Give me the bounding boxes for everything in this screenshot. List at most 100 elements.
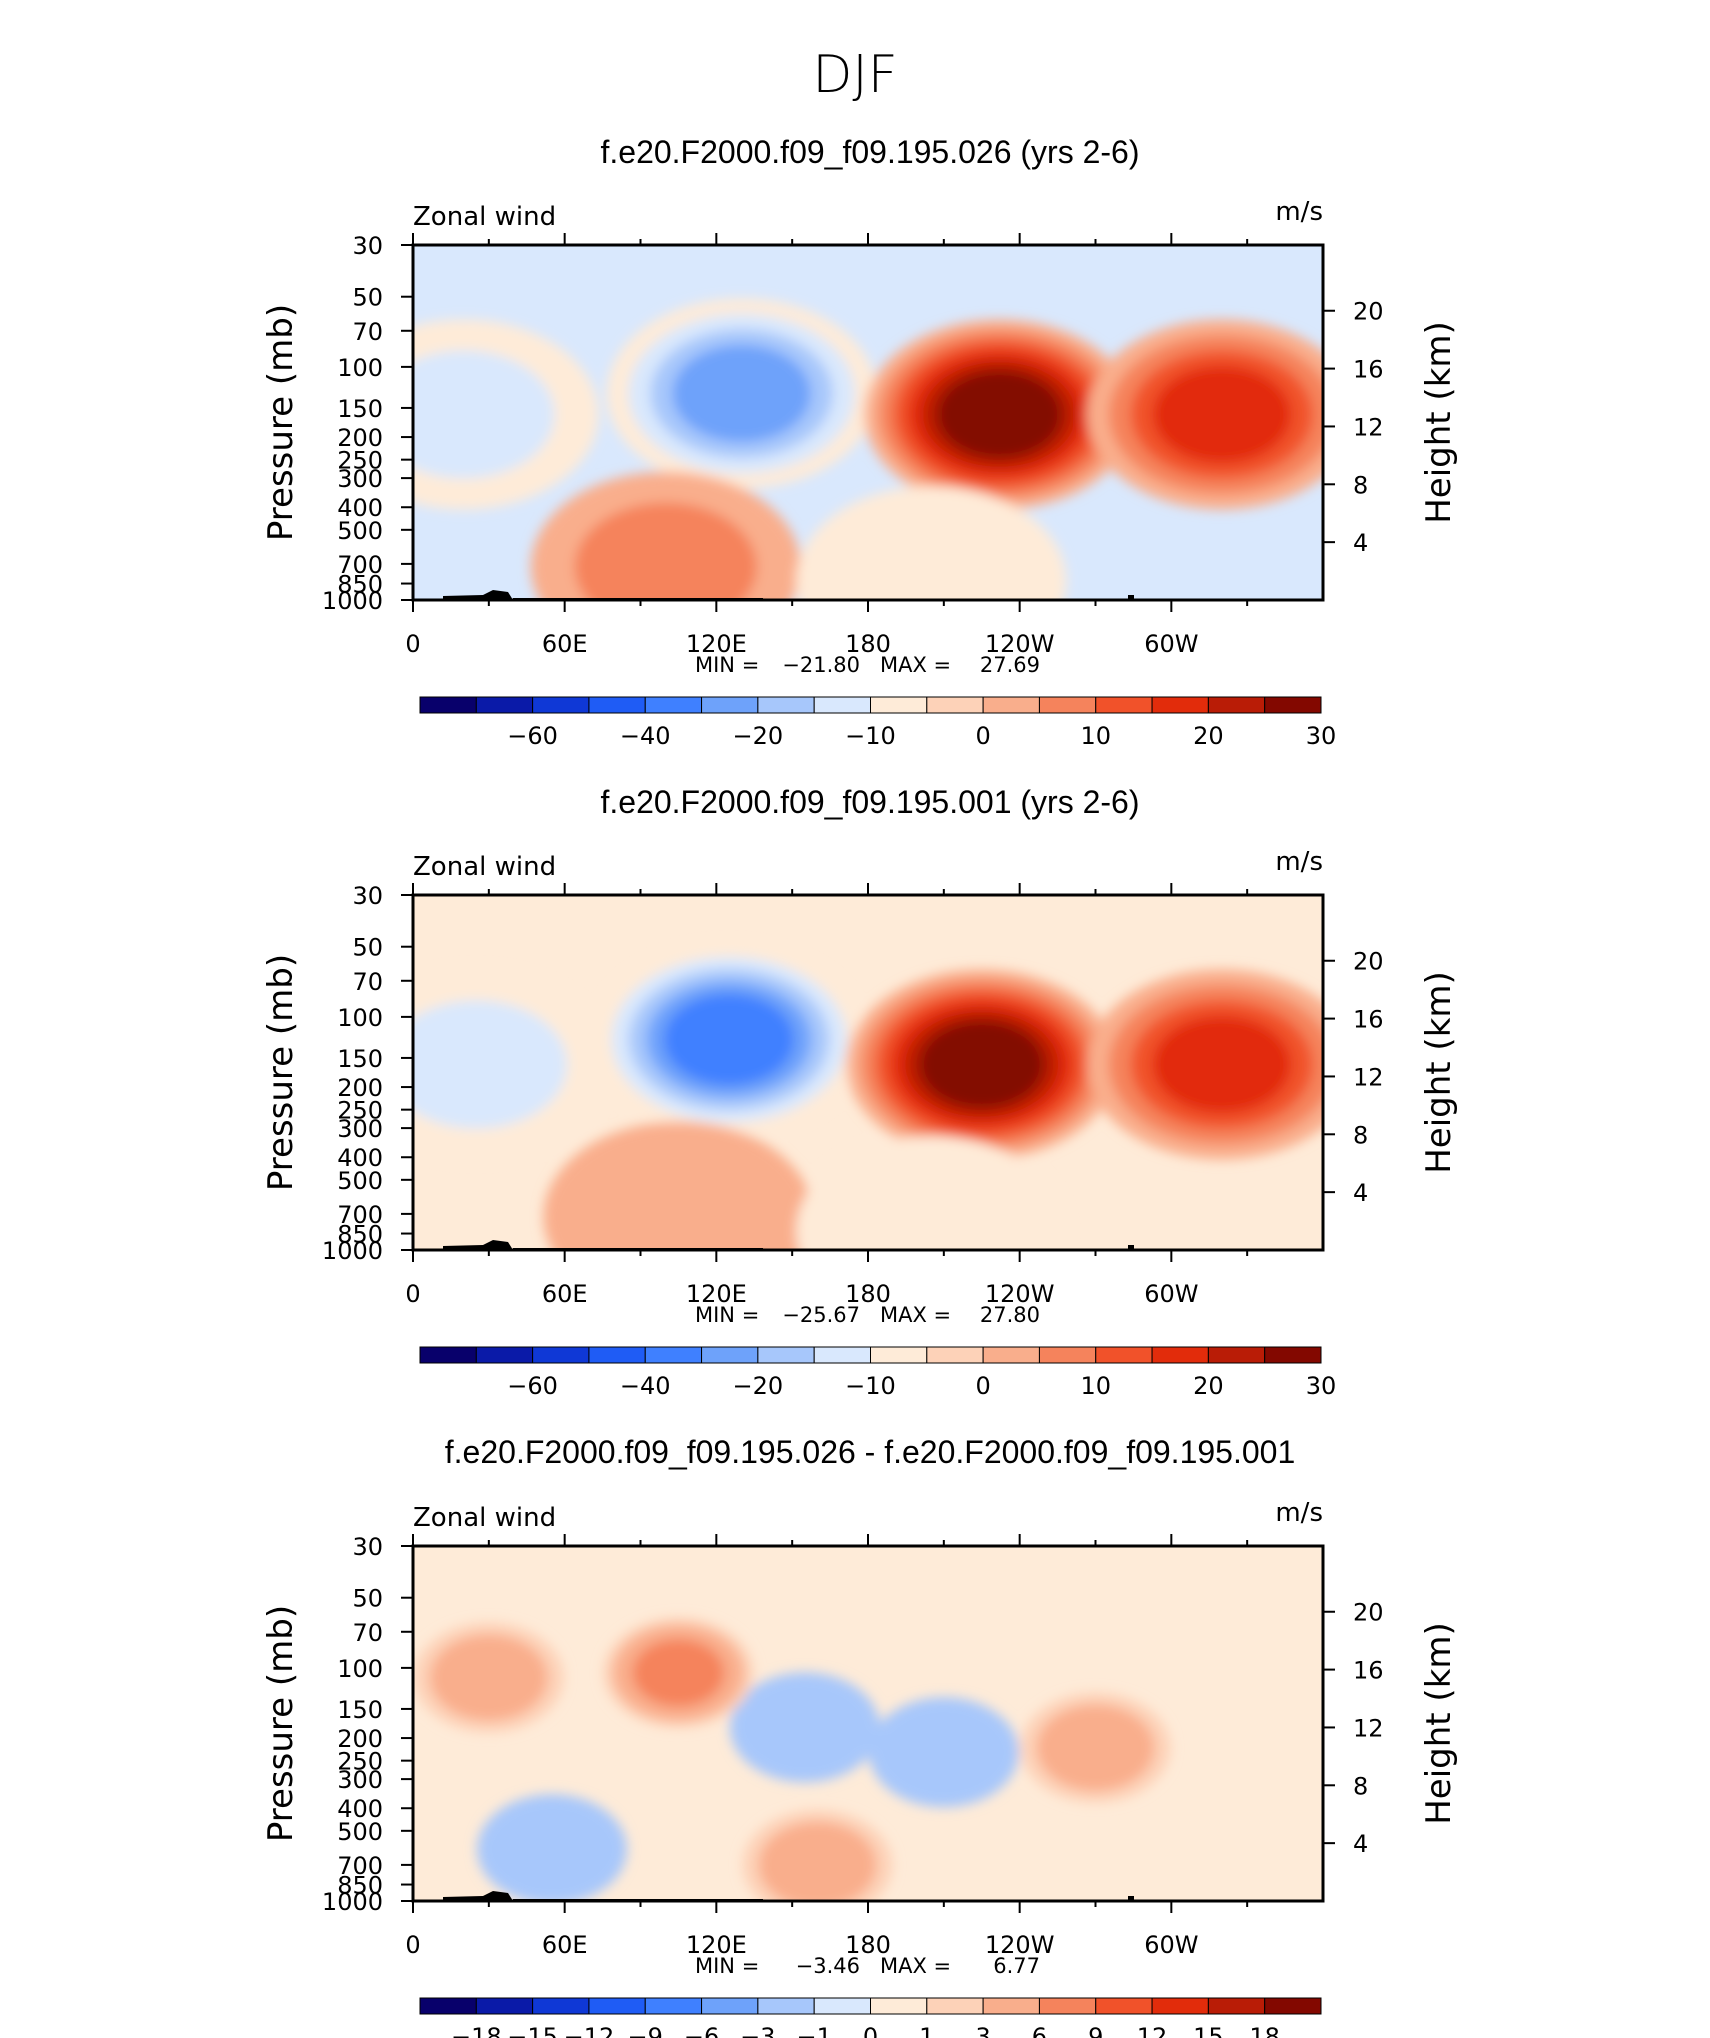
x-tick-label: 60E: [542, 1931, 588, 1959]
units-label: m/s: [1275, 197, 1323, 227]
contour-level: [754, 1690, 856, 1765]
height-tick-label: 12: [1353, 413, 1384, 441]
panel-title: f.e20.F2000.f09_f09.195.026 (yrs 2-6): [600, 134, 1139, 170]
colorbar-swatch: [926, 696, 984, 714]
height-tick-label: 12: [1353, 1714, 1384, 1742]
colorbar-swatch: [982, 1997, 1040, 2015]
y-tick-label: 50: [352, 1585, 383, 1613]
height-tick-label: 20: [1353, 948, 1384, 976]
y-tick-label: 70: [352, 318, 383, 346]
contour-level: [796, 1136, 1067, 1250]
topography: [443, 590, 513, 600]
contour-level: [774, 1833, 860, 1897]
colorbar-label: −40: [620, 1372, 671, 1400]
colorbar-swatch: [701, 696, 759, 714]
colorbar-label: −10: [845, 1372, 896, 1400]
max-value: 27.80: [980, 1303, 1040, 1327]
colorbar-swatch: [1095, 696, 1153, 714]
field-contours: [413, 298, 1323, 600]
topography: [1128, 1245, 1134, 1250]
colorbar-label: 10: [1080, 1372, 1111, 1400]
x-tick-label: 180: [845, 1280, 891, 1308]
colorbar-swatch: [1264, 1346, 1322, 1364]
y-tick-label: 30: [352, 232, 383, 260]
y-axis-title-right: Height (km): [1419, 321, 1459, 524]
y-axis-title: Pressure (mb): [261, 1605, 301, 1842]
y-tick-label: 300: [337, 1115, 383, 1143]
colorbar-label: 10: [1080, 722, 1111, 750]
y-tick-label: 500: [337, 517, 383, 545]
colorbar-swatch: [701, 1997, 759, 2015]
x-tick-label: 60W: [1144, 630, 1198, 658]
x-tick-label: 60E: [542, 1280, 588, 1308]
y-tick-label: 250: [337, 1748, 383, 1776]
colorbar-swatch: [644, 1346, 703, 1364]
contour-level: [446, 1646, 532, 1709]
colorbar-label: −10: [845, 722, 896, 750]
x-tick-label: 0: [405, 630, 420, 658]
contour-level: [543, 1121, 814, 1250]
colorbar-swatch: [870, 1346, 928, 1364]
colorbar: −60 −40 −20 −10 0 10 20 30: [419, 696, 1337, 750]
y-tick-label: 1000: [322, 1237, 383, 1265]
colorbar-swatch: [757, 1346, 815, 1364]
topography: [443, 1891, 513, 1901]
y-tick-label: 50: [352, 284, 383, 312]
contour-level: [937, 370, 1062, 459]
x-tick-label: 60W: [1144, 1931, 1198, 1959]
max-label: MAX =: [880, 1303, 951, 1327]
x-tick-label: 120E: [686, 630, 747, 658]
colorbar-swatch: [1095, 1997, 1153, 2015]
colorbar-swatch: [757, 1997, 815, 2015]
colorbar-label: −20: [733, 722, 784, 750]
colorbar-label: −60: [507, 1372, 558, 1400]
height-tick-label: 8: [1353, 471, 1368, 499]
x-tick-label: 60E: [542, 630, 588, 658]
colorbar-label: −18: [451, 2023, 502, 2038]
colorbar-swatch: [1095, 1346, 1153, 1364]
colorbar-label: 30: [1306, 722, 1337, 750]
colorbar-label: 20: [1193, 722, 1224, 750]
chart-panel-1: f.e20.F2000.f09_f09.195.026 (yrs 2-6) Zon…: [261, 134, 1459, 750]
height-tick-label: 4: [1353, 1179, 1368, 1207]
colorbar-swatch: [419, 1346, 477, 1364]
height-tick-label: 8: [1353, 1121, 1368, 1149]
x-tick-label: 120E: [686, 1280, 747, 1308]
colorbar-swatch: [644, 696, 703, 714]
colorbar-label: −3: [740, 2023, 775, 2038]
y-tick-label: 100: [337, 1655, 383, 1683]
colorbar-swatch: [475, 1346, 534, 1364]
colorbar-label: 0: [863, 2023, 878, 2038]
chart-panel-3: f.e20.F2000.f09_f09.195.026 - f.e20.F200…: [261, 1434, 1459, 2038]
y-tick-label: 70: [352, 1619, 383, 1647]
min-value: −3.46: [796, 1954, 860, 1978]
colorbar-label: 20: [1193, 1372, 1224, 1400]
variable-label: Zonal wind: [413, 1503, 556, 1533]
figure-title: DJF: [812, 45, 897, 105]
colorbar-swatch: [1264, 696, 1322, 714]
y-tick-label: 400: [337, 494, 383, 522]
contour-level: [868, 1697, 1019, 1808]
height-tick-label: 20: [1353, 1599, 1384, 1627]
topography: [1128, 595, 1134, 600]
variable-label: Zonal wind: [413, 852, 556, 882]
colorbar-label: −1: [796, 2023, 831, 2038]
y-axis-title-right: Height (km): [1419, 971, 1459, 1174]
x-tick-label: 120W: [985, 1280, 1055, 1308]
y-tick-label: 850: [337, 571, 383, 599]
colorbar-swatch: [813, 696, 871, 714]
topography: [443, 1240, 513, 1250]
x-tick-label: 120W: [985, 1931, 1055, 1959]
colorbar-swatch: [1207, 1346, 1266, 1364]
colorbar-label: −9: [628, 2023, 663, 2038]
contour-level: [1152, 1015, 1292, 1114]
colorbar-label: −60: [507, 722, 558, 750]
y-tick-label: 500: [337, 1818, 383, 1846]
colorbar-swatch: [1151, 1997, 1209, 2015]
colorbar-label: −40: [620, 722, 671, 750]
contour-level: [477, 1794, 628, 1901]
y-tick-label: 250: [337, 447, 383, 475]
min-label: MIN =: [695, 1303, 759, 1327]
y-tick-label: 300: [337, 1766, 383, 1794]
colorbar-swatch: [813, 1346, 871, 1364]
